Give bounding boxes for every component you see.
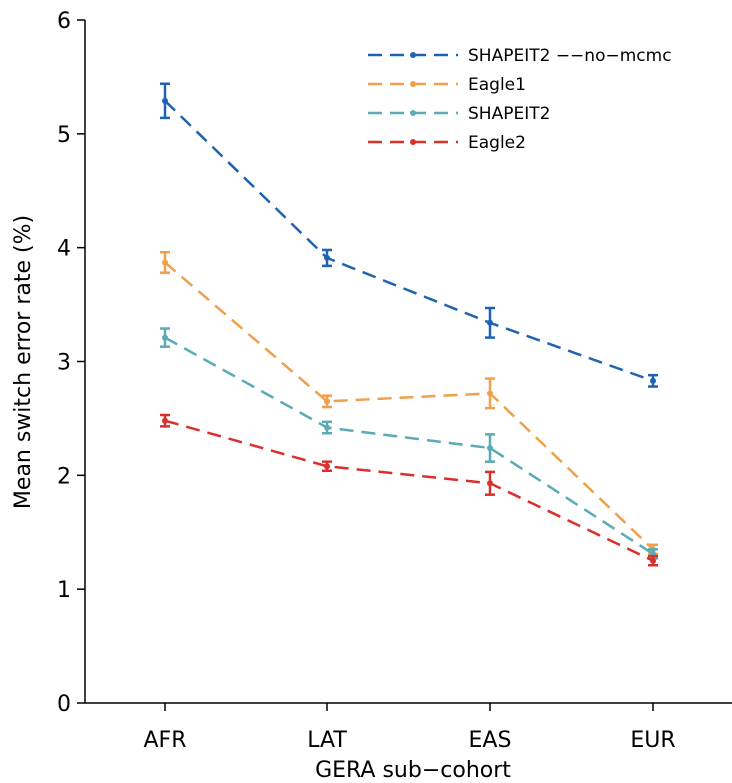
legend-swatch-marker (410, 139, 416, 145)
y-tick-label: 1 (57, 578, 71, 603)
x-axis-title: GERA sub−cohort (315, 758, 511, 783)
data-point (162, 97, 168, 104)
y-tick-label: 5 (57, 123, 71, 148)
legend-label: SHAPEIT2 −−no−mcmc (468, 46, 672, 66)
data-point (487, 480, 493, 487)
y-tick-label: 3 (57, 351, 71, 376)
legend-label: Eagle2 (468, 133, 526, 153)
data-point (162, 334, 168, 341)
y-tick-label: 6 (57, 9, 71, 34)
legend-swatch-marker (410, 110, 416, 116)
x-tick-label: EUR (630, 728, 675, 753)
series-layer (160, 82, 658, 567)
data-point (487, 445, 493, 452)
legend-item: Eagle1 (368, 75, 526, 95)
series-2 (160, 327, 658, 560)
data-point (324, 398, 330, 405)
data-point (650, 377, 656, 384)
y-tick-label: 4 (57, 237, 71, 262)
data-point (324, 254, 330, 261)
legend-item: Eagle2 (368, 133, 526, 153)
series-3 (160, 413, 658, 567)
legend-swatch-marker (410, 52, 416, 58)
data-point (162, 259, 168, 266)
data-point (324, 463, 330, 470)
x-tick-label: AFR (144, 728, 187, 753)
series-line (164, 336, 654, 555)
legend-item: SHAPEIT2 −−no−mcmc (368, 46, 672, 66)
y-axis-title: Mean switch error rate (%) (11, 215, 36, 509)
data-point (162, 417, 168, 424)
data-point (487, 319, 493, 326)
y-tick-label: 0 (57, 692, 71, 717)
data-point (324, 424, 330, 431)
series-line (164, 419, 654, 562)
legend-swatch-marker (410, 81, 416, 87)
legend: SHAPEIT2 −−no−mcmc Eagle1 SHAPEIT2 Eagle2 (368, 46, 672, 153)
axes: 0 1 2 3 4 5 6 AFR LAT EAS EUR (57, 9, 732, 753)
series-line (164, 261, 654, 551)
legend-label: Eagle1 (468, 75, 526, 95)
series-line (164, 99, 654, 383)
data-point (487, 390, 493, 397)
data-point (650, 557, 656, 564)
x-tick-label: EAS (469, 728, 512, 753)
series-0 (160, 82, 658, 388)
legend-item: SHAPEIT2 (368, 104, 550, 124)
series-1 (160, 250, 658, 556)
legend-label: SHAPEIT2 (468, 104, 550, 124)
x-tick-label: LAT (307, 728, 347, 753)
y-tick-label: 2 (57, 464, 71, 489)
